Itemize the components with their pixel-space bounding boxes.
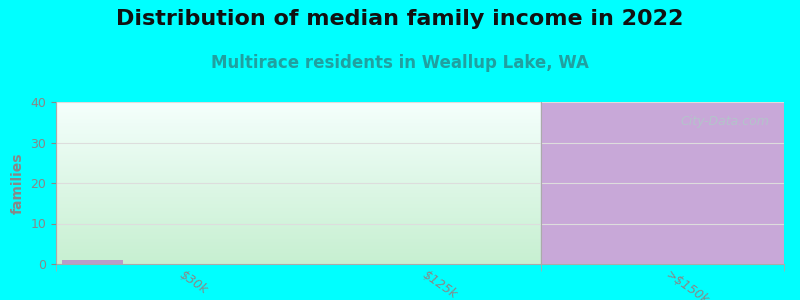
- Text: Distribution of median family income in 2022: Distribution of median family income in …: [116, 9, 684, 29]
- Y-axis label: families: families: [11, 152, 25, 214]
- Bar: [62, 260, 122, 264]
- Text: City-Data.com: City-Data.com: [681, 115, 770, 128]
- Bar: [542, 147, 784, 264]
- Text: Multirace residents in Weallup Lake, WA: Multirace residents in Weallup Lake, WA: [211, 54, 589, 72]
- Bar: [542, 102, 784, 264]
